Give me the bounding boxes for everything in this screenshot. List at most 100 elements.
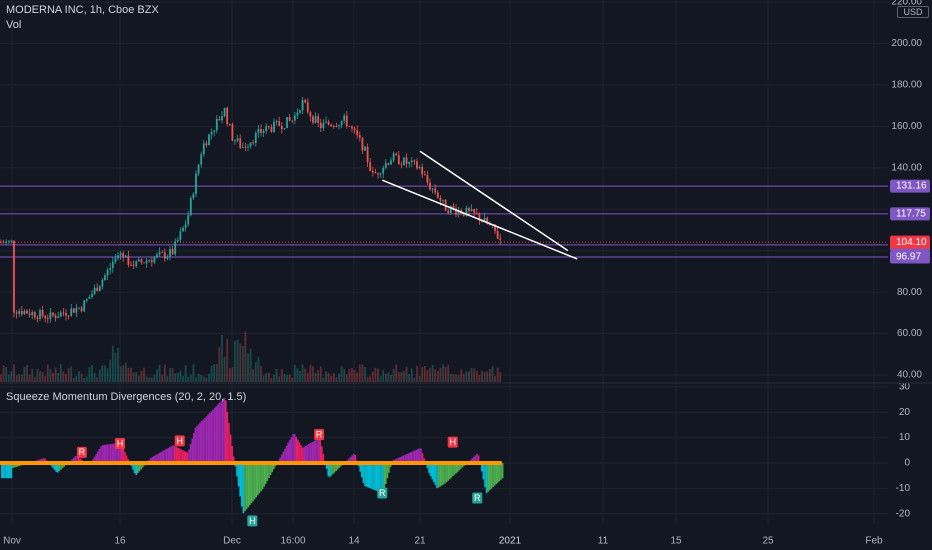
candle-body[interactable] — [33, 312, 36, 318]
momentum-axis[interactable]: -20 -10 0 10 20 30 — [896, 381, 911, 519]
candle-body[interactable] — [304, 100, 307, 103]
candle-body[interactable] — [299, 110, 301, 113]
candle-body[interactable] — [208, 134, 210, 146]
candle-body[interactable] — [369, 162, 372, 171]
candle-body[interactable] — [366, 146, 369, 163]
candle-body[interactable] — [137, 259, 140, 262]
candle-body[interactable] — [98, 286, 101, 292]
candle-body[interactable] — [83, 300, 86, 312]
candle-body[interactable] — [353, 128, 356, 131]
candle-body[interactable] — [434, 188, 437, 193]
candle-body[interactable] — [176, 239, 179, 242]
candle-body[interactable] — [20, 311, 23, 315]
candle-body[interactable] — [23, 310, 26, 315]
candle-body[interactable] — [335, 126, 338, 128]
candle-body[interactable] — [403, 157, 405, 165]
candle-body[interactable] — [13, 240, 15, 313]
candle-body[interactable] — [312, 116, 314, 123]
candle-body[interactable] — [18, 311, 21, 314]
candle-body[interactable] — [122, 253, 125, 257]
candle-body[interactable] — [457, 210, 460, 215]
candle-body[interactable] — [306, 102, 309, 113]
candle-body[interactable] — [127, 255, 130, 265]
candle-body[interactable] — [85, 298, 88, 301]
candle-body[interactable] — [174, 241, 177, 255]
candle-body[interactable] — [278, 121, 281, 126]
candle-body[interactable] — [260, 128, 262, 133]
candle-body[interactable] — [65, 313, 67, 316]
candle-body[interactable] — [111, 261, 114, 269]
candle-body[interactable] — [439, 197, 442, 201]
candle-body[interactable] — [262, 130, 265, 133]
candle-body[interactable] — [384, 163, 387, 168]
candle-body[interactable] — [218, 119, 221, 121]
candle-body[interactable] — [345, 115, 348, 127]
candle-body[interactable] — [358, 135, 361, 138]
candle-body[interactable] — [436, 192, 439, 198]
candle-body[interactable] — [202, 143, 205, 155]
candle-body[interactable] — [348, 126, 351, 127]
candle-body[interactable] — [418, 166, 421, 169]
candle-body[interactable] — [397, 155, 400, 165]
candle-body[interactable] — [231, 124, 234, 141]
candle-body[interactable] — [494, 224, 496, 231]
candle-body[interactable] — [247, 146, 249, 148]
candle-body[interactable] — [106, 269, 109, 276]
candle-body[interactable] — [267, 126, 270, 127]
candle-body[interactable] — [143, 262, 145, 264]
candle-body[interactable] — [374, 172, 377, 174]
candle-body[interactable] — [44, 315, 47, 319]
candle-body[interactable] — [70, 308, 73, 316]
candle-body[interactable] — [309, 112, 312, 117]
candle-body[interactable] — [132, 265, 135, 267]
candle-body[interactable] — [75, 308, 78, 313]
candle-body[interactable] — [423, 174, 426, 176]
candle-body[interactable] — [15, 312, 18, 314]
price-axis[interactable]: 40.00 60.00 80.00 140.00 160.00 180.00 200.00 2… — [891, 0, 922, 381]
candle-body[interactable] — [150, 260, 153, 263]
candle-body[interactable] — [158, 252, 161, 255]
wedge-upper-line[interactable] — [419, 150, 569, 252]
candle-body[interactable] — [31, 312, 34, 316]
candle-body[interactable] — [36, 317, 39, 319]
candle-body[interactable] — [275, 121, 278, 122]
candle-body[interactable] — [169, 249, 171, 257]
candle-body[interactable] — [117, 255, 119, 259]
candle-body[interactable] — [221, 116, 223, 121]
candle-body[interactable] — [195, 173, 197, 195]
candle-body[interactable] — [426, 175, 429, 183]
candle-body[interactable] — [213, 130, 216, 132]
candle-body[interactable] — [101, 280, 104, 287]
candle-body[interactable] — [49, 312, 52, 319]
candle-body[interactable] — [392, 153, 395, 161]
candle-body[interactable] — [400, 164, 403, 166]
candle-body[interactable] — [387, 163, 390, 165]
candle-body[interactable] — [78, 307, 80, 309]
candle-body[interactable] — [343, 115, 346, 121]
candle-body[interactable] — [166, 256, 169, 259]
candle-body[interactable] — [197, 164, 200, 174]
candle-body[interactable] — [62, 312, 65, 314]
candle-body[interactable] — [478, 213, 481, 221]
candle-body[interactable] — [395, 153, 398, 156]
candle-body[interactable] — [28, 313, 31, 316]
candle-body[interactable] — [223, 107, 226, 117]
candle-body[interactable] — [293, 115, 296, 121]
candle-body[interactable] — [249, 142, 252, 147]
candle-body[interactable] — [413, 160, 416, 162]
candle-body[interactable] — [475, 212, 478, 214]
candle-body[interactable] — [447, 210, 450, 214]
candle-body[interactable] — [5, 241, 8, 243]
candle-body[interactable] — [468, 207, 470, 212]
candle-body[interactable] — [114, 258, 117, 262]
candle-body[interactable] — [257, 128, 260, 133]
candle-body[interactable] — [330, 124, 333, 127]
candle-body[interactable] — [26, 310, 28, 314]
candle-body[interactable] — [200, 154, 203, 165]
candle-body[interactable] — [52, 312, 54, 316]
candle-body[interactable] — [317, 116, 320, 123]
candle-body[interactable] — [421, 166, 424, 175]
candle-body[interactable] — [41, 310, 44, 316]
candle-body[interactable] — [228, 123, 231, 125]
candle-body[interactable] — [325, 121, 327, 123]
